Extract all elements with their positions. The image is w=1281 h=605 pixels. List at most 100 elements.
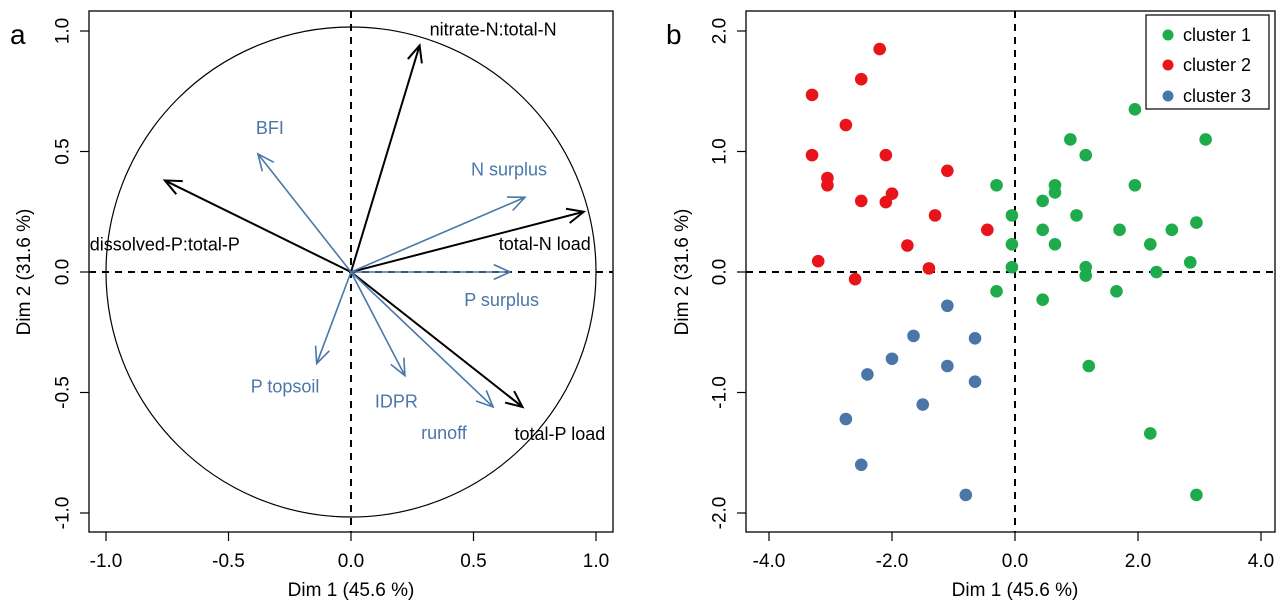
arrow-label-n-surplus: N surplus xyxy=(471,159,547,179)
point-cluster-1 xyxy=(1190,488,1203,502)
arrow-head xyxy=(565,207,587,224)
point-cluster-2 xyxy=(879,195,893,209)
point-cluster-2 xyxy=(854,72,868,86)
arrow-label-runoff: runoff xyxy=(421,423,468,443)
arrow-shaft xyxy=(315,271,352,364)
point-cluster-1 xyxy=(1190,216,1203,229)
point-cluster-1 xyxy=(1048,186,1062,199)
legend-marker-cluster-2 xyxy=(1162,59,1174,71)
point-cluster-1 xyxy=(1183,256,1197,269)
x-tick-label: -2.0 xyxy=(876,551,909,572)
point-cluster-1 xyxy=(1144,237,1157,251)
arrow-head xyxy=(162,179,183,195)
arrow-shaft xyxy=(350,271,406,376)
legend-marker-cluster-3 xyxy=(1162,90,1174,102)
point-cluster-1 xyxy=(1036,293,1049,307)
legend-label-cluster-1: cluster 1 xyxy=(1183,25,1251,45)
point-cluster-1 xyxy=(990,284,1003,298)
point-cluster-2 xyxy=(941,164,954,178)
arrow-dissolved-p-total-p: dissolved-P:total-P xyxy=(90,179,352,273)
arrow-shaft xyxy=(350,271,494,408)
x-tick-label: 0.0 xyxy=(1002,551,1028,572)
point-cluster-1 xyxy=(1036,194,1049,208)
point-cluster-2 xyxy=(901,239,914,252)
arrow-total-n-load: total-N load xyxy=(350,207,591,273)
arrow-shaft xyxy=(350,271,524,408)
panel-a-arrows: nitrate-N:total-N dissolved-P:total-P tota… xyxy=(90,19,605,444)
point-cluster-2 xyxy=(805,88,819,102)
series-cluster-3 xyxy=(839,299,982,502)
arrow-label-bfi: BFI xyxy=(256,118,284,138)
x-tick-label: 0.5 xyxy=(460,551,486,572)
point-cluster-2 xyxy=(922,262,936,275)
y-tick-label: 0.0 xyxy=(53,259,74,285)
arrow-head xyxy=(504,390,525,409)
point-cluster-3 xyxy=(968,375,982,388)
panel-a: a -1.0 -0.5 0.0 0.5 1.0 -1.0 -0.5 0.0 0.5 1.0 nit… xyxy=(10,10,614,601)
point-cluster-3 xyxy=(907,329,920,343)
x-tick-label: 4.0 xyxy=(1248,551,1274,572)
legend-label-cluster-2: cluster 2 xyxy=(1183,55,1251,75)
point-cluster-3 xyxy=(916,398,930,411)
arrow-head xyxy=(475,390,495,409)
point-cluster-1 xyxy=(1079,148,1093,162)
arrow-p-surplus: P surplus xyxy=(351,263,539,310)
point-cluster-1 xyxy=(1144,427,1157,440)
arrow-idpr: IDPR xyxy=(350,271,418,412)
y-tick-label: 0.5 xyxy=(53,138,74,164)
arrow-shaft xyxy=(350,196,526,273)
point-cluster-1 xyxy=(1048,237,1062,251)
y-tick-label: 1.0 xyxy=(710,138,731,164)
point-cluster-2 xyxy=(879,148,893,162)
y-tick-label: -1.0 xyxy=(53,497,74,530)
point-cluster-1 xyxy=(1110,284,1123,298)
arrow-shaft xyxy=(257,153,352,273)
arrow-shaft xyxy=(350,210,585,273)
point-cluster-1 xyxy=(1113,223,1126,237)
arrow-head xyxy=(390,357,406,378)
point-cluster-1 xyxy=(1064,133,1077,146)
point-cluster-3 xyxy=(854,458,868,472)
point-cluster-3 xyxy=(839,412,853,426)
point-cluster-1 xyxy=(1199,133,1212,146)
point-cluster-3 xyxy=(885,352,899,366)
arrow-shaft xyxy=(164,179,352,273)
arrow-shaft xyxy=(350,45,421,273)
panel-b-letter: b xyxy=(666,19,682,50)
y-tick-label: -0.5 xyxy=(53,376,74,409)
arrow-label-p-surplus: P surplus xyxy=(464,290,539,310)
point-cluster-3 xyxy=(968,331,982,345)
point-cluster-2 xyxy=(848,272,862,286)
y-tick-label: -2.0 xyxy=(710,497,731,530)
y-tick-label: -1.0 xyxy=(710,376,731,409)
point-cluster-1 xyxy=(990,178,1003,192)
point-cluster-2 xyxy=(821,178,834,192)
panel-b-legend: cluster 1 cluster 2 cluster 3 xyxy=(1145,14,1270,110)
point-cluster-2 xyxy=(873,42,886,56)
point-cluster-2 xyxy=(839,118,853,132)
y-tick-label: 2.0 xyxy=(710,18,731,44)
x-tick-label: 2.0 xyxy=(1125,551,1151,572)
panel-b-axes: -4.0 -2.0 0.0 2.0 4.0 -2.0 -1.0 0.0 1.0 2.0 xyxy=(710,18,1275,572)
point-cluster-1 xyxy=(1082,359,1096,373)
point-cluster-1 xyxy=(1005,209,1019,222)
panel-b-x-axis-label: Dim 1 (45.6 %) xyxy=(952,580,1079,601)
x-tick-label: 1.0 xyxy=(583,551,609,572)
legend-marker-cluster-1 xyxy=(1162,29,1174,41)
point-cluster-2 xyxy=(981,223,994,237)
x-tick-label: -4.0 xyxy=(753,551,786,572)
point-cluster-2 xyxy=(854,194,868,208)
point-cluster-3 xyxy=(941,299,954,313)
panel-b-points xyxy=(805,42,1212,502)
arrow-head xyxy=(493,263,513,281)
arrow-bfi: BFI xyxy=(256,118,352,273)
x-tick-label: -0.5 xyxy=(212,551,245,572)
arrow-label-dissolved-p-total-p: dissolved-P:total-P xyxy=(90,234,240,254)
x-tick-label: -1.0 xyxy=(90,551,123,572)
panel-a-y-axis-label: Dim 2 (31.6 %) xyxy=(14,209,35,336)
point-cluster-1 xyxy=(1070,209,1083,222)
point-cluster-1 xyxy=(1036,223,1049,237)
arrow-p-topsoil: P topsoil xyxy=(251,271,352,397)
arrow-total-p-load: total-P load xyxy=(350,271,605,444)
arrow-head xyxy=(506,196,527,212)
